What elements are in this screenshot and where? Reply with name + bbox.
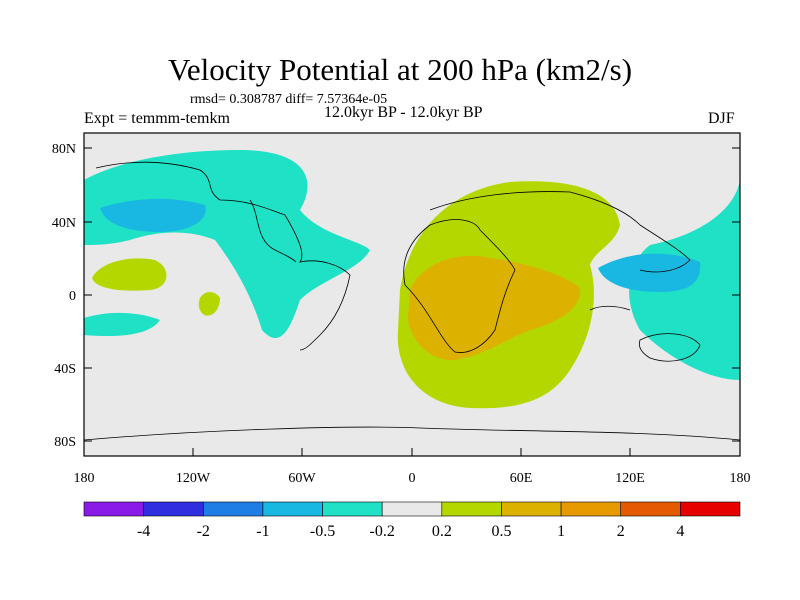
lon-tick-label: 180 <box>74 471 95 486</box>
lat-tick-label: 40S <box>54 362 76 377</box>
season-label: DJF <box>708 110 735 127</box>
colorbar-segment <box>202 501 264 517</box>
experiment-label: Expt = temmm-temkm <box>84 110 230 127</box>
lon-tick-label: 60W <box>288 471 316 486</box>
colorbar-segment <box>501 501 562 517</box>
stats-text: rmsd= 0.308787 diff= 7.57364e-05 <box>190 92 388 107</box>
colorbar-label: -0.2 <box>370 523 395 540</box>
colorbar-segment <box>83 501 144 517</box>
lon-tick-label: 120W <box>176 471 211 486</box>
colorbar-segment <box>620 501 681 517</box>
latitude-ticks: 80N 40N 0 40S 80S <box>52 142 740 450</box>
colorbar-segment <box>680 501 741 517</box>
positive-region-pacific <box>92 258 167 291</box>
strong-negative-north-pacific <box>100 198 206 232</box>
colorbar-segment <box>322 501 383 517</box>
positive-region-small <box>198 292 220 316</box>
lat-tick-label: 0 <box>69 289 76 304</box>
colorbar-segment <box>262 501 323 517</box>
colorbar-label: -4 <box>137 523 150 540</box>
lon-tick-label: 120E <box>615 471 645 486</box>
negative-region-pacific-south <box>84 312 160 337</box>
lat-tick-label: 80S <box>54 435 76 450</box>
colorbar-segment <box>381 501 443 517</box>
colorbar-label: 1 <box>557 523 565 540</box>
colorbar-segment <box>143 501 204 517</box>
strong-negative-west-pacific <box>598 253 701 292</box>
map-title: Velocity Potential at 200 hPa (km2/s) <box>167 52 633 87</box>
lon-tick-label: 0 <box>409 471 416 486</box>
colorbar-label: -1 <box>256 523 269 540</box>
colorbar: -4 -2 -1 -0.5 -0.2 0.2 0.5 1 2 4 <box>83 501 741 540</box>
coastlines <box>84 161 740 441</box>
colorbar-segment <box>560 501 622 517</box>
colorbar-label: 2 <box>617 523 625 540</box>
colorbar-label: -0.5 <box>310 523 335 540</box>
lat-tick-label: 80N <box>52 142 76 157</box>
lon-tick-label: 180 <box>730 471 751 486</box>
colorbar-label: 0.2 <box>432 523 452 540</box>
colorbar-segment <box>441 501 502 517</box>
lat-tick-label: 40N <box>52 216 76 231</box>
longitude-ticks: 180 120W 60W 0 60E 120E 180 <box>74 448 751 486</box>
strong-positive-africa <box>408 255 581 361</box>
colorbar-label: -2 <box>197 523 210 540</box>
negative-region-americas <box>84 150 370 339</box>
period-label: 12.0kyr BP - 12.0kyr BP <box>324 104 483 121</box>
colorbar-label: 0.5 <box>491 523 511 540</box>
lon-tick-label: 60E <box>510 471 533 486</box>
colorbar-label: 4 <box>676 523 684 540</box>
